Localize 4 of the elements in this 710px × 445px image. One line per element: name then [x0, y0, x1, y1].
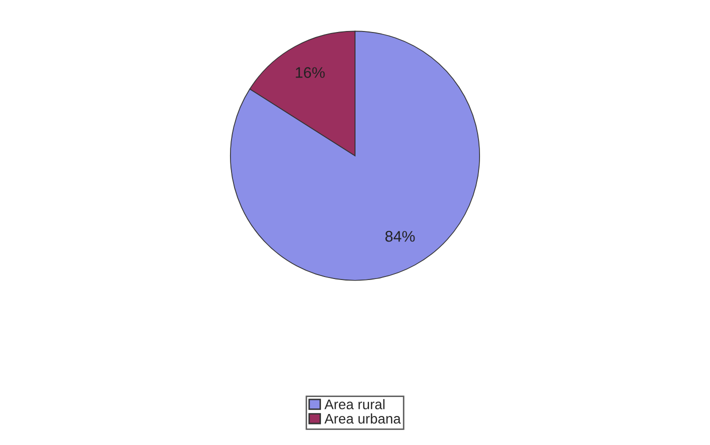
legend-label: Area rural — [324, 399, 384, 410]
data-label: 16% — [296, 67, 325, 78]
legend-label: Area urbana — [324, 413, 401, 424]
data-label: 84% — [385, 230, 415, 242]
